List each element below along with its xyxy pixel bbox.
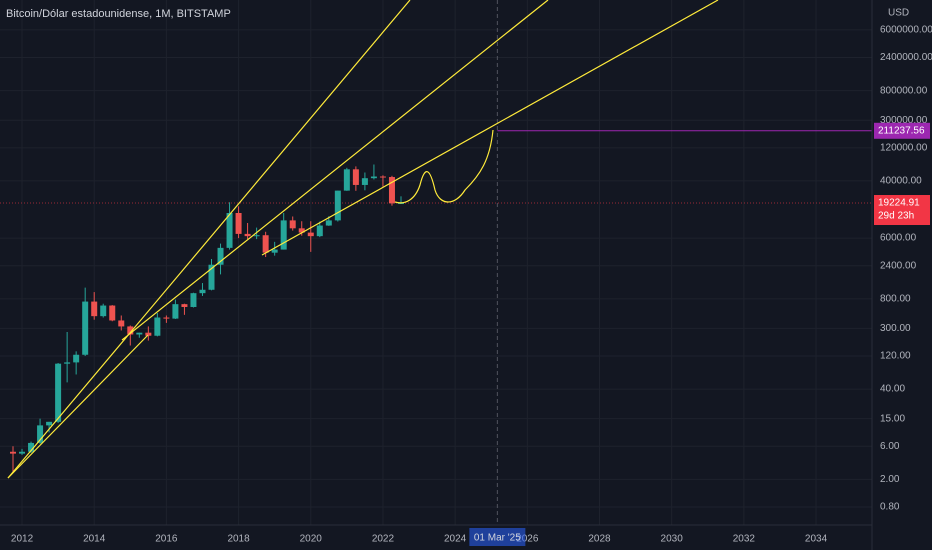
x-tick-label: 2020 bbox=[300, 534, 323, 545]
candle-body bbox=[226, 212, 233, 248]
candle-body bbox=[289, 220, 296, 229]
x-tick-label: 2014 bbox=[83, 534, 106, 545]
candle-body bbox=[28, 442, 35, 452]
candle-body bbox=[55, 363, 62, 422]
candle-body bbox=[352, 169, 359, 185]
candle-body bbox=[262, 235, 269, 253]
candle-body bbox=[64, 362, 71, 364]
candle-body bbox=[100, 305, 107, 317]
trend-line bbox=[7, 0, 411, 479]
y-tick-label: 0.80 bbox=[880, 502, 900, 513]
y-tick-label: 6.00 bbox=[880, 441, 900, 452]
x-tick-label: 2024 bbox=[444, 534, 467, 545]
plot bbox=[9, 164, 404, 473]
candle-body bbox=[73, 354, 80, 363]
x-tick-label: 2026 bbox=[516, 534, 539, 545]
candle-body bbox=[199, 289, 206, 294]
candle-body bbox=[280, 220, 287, 250]
candle-body bbox=[136, 332, 143, 335]
x-tick-label: 2028 bbox=[588, 534, 611, 545]
candle-body bbox=[235, 212, 242, 234]
y-tick-label: 120.00 bbox=[880, 351, 911, 362]
candle-body bbox=[397, 203, 404, 205]
candle-body bbox=[253, 235, 260, 237]
x-tick-label: 2018 bbox=[227, 534, 250, 545]
y-tick-label: 40.00 bbox=[880, 384, 905, 395]
candle-body bbox=[190, 293, 197, 307]
y-tick-label: 800000.00 bbox=[880, 85, 928, 96]
currency-label: USD bbox=[888, 8, 909, 19]
candle-body bbox=[217, 247, 224, 265]
candle-body bbox=[9, 451, 16, 454]
last-price-label-box bbox=[874, 195, 930, 226]
chart-title: Bitcoin/Dólar estadounidense, 1M, BITSTA… bbox=[6, 8, 231, 20]
candle-body bbox=[379, 176, 386, 178]
horizontal-line-label: 211237.56 bbox=[878, 125, 925, 136]
x-tick-label: 2034 bbox=[805, 534, 828, 545]
candle-body bbox=[334, 190, 341, 221]
candle-body bbox=[181, 304, 188, 307]
y-tick-label: 120000.00 bbox=[880, 142, 928, 153]
candle-body bbox=[82, 301, 89, 355]
candle-body bbox=[361, 178, 368, 185]
candle-body bbox=[127, 326, 134, 335]
candle-body bbox=[298, 228, 305, 233]
countdown-label: 29d 23h bbox=[878, 211, 914, 222]
projection-curve bbox=[394, 129, 494, 204]
candle-body bbox=[172, 304, 179, 319]
y-tick-label: 2.00 bbox=[880, 474, 900, 485]
y-tick-label: 300000.00 bbox=[880, 115, 928, 126]
candle-body bbox=[145, 332, 152, 336]
crosshair-label-box bbox=[469, 528, 526, 546]
candle-body bbox=[370, 176, 377, 179]
x-tick-label: 2032 bbox=[733, 534, 756, 545]
trend-line bbox=[261, 0, 719, 256]
candle-body bbox=[19, 451, 26, 454]
candle-body bbox=[109, 305, 116, 321]
y-tick-label: 300.00 bbox=[880, 323, 911, 334]
candle-body bbox=[91, 301, 98, 317]
candle-body bbox=[163, 317, 170, 319]
grid bbox=[0, 0, 872, 525]
candle-body bbox=[208, 264, 215, 290]
y-tick-label: 6000.00 bbox=[880, 233, 917, 244]
x-tick-label: 2016 bbox=[155, 534, 178, 545]
y-tick-label: 6000000.00 bbox=[880, 25, 932, 36]
last-price-label: 19224.91 bbox=[878, 198, 920, 209]
candle-body bbox=[307, 232, 314, 237]
y-tick-label: 40000.00 bbox=[880, 176, 922, 187]
horizontal-line-label-box bbox=[874, 122, 930, 139]
candle-body bbox=[325, 220, 332, 226]
x-tick-label: 2022 bbox=[372, 534, 395, 545]
candle-body bbox=[154, 317, 161, 336]
candle-body bbox=[388, 177, 395, 204]
y-tick-label: 2400000.00 bbox=[880, 52, 932, 63]
drawings bbox=[7, 0, 719, 479]
candle-body bbox=[343, 169, 350, 191]
trend-line bbox=[7, 334, 149, 479]
candle-body bbox=[37, 425, 44, 443]
candle-body bbox=[46, 421, 53, 426]
y-tick-label: 15.00 bbox=[880, 413, 905, 424]
candle-body bbox=[271, 249, 278, 253]
candle-body bbox=[316, 225, 323, 237]
trend-line bbox=[121, 0, 549, 341]
y-tick-label: 800.00 bbox=[880, 293, 911, 304]
x-tick-label: 2012 bbox=[11, 534, 34, 545]
candle-body bbox=[244, 233, 251, 237]
candle-body bbox=[118, 320, 125, 327]
x-tick-label: 2030 bbox=[661, 534, 684, 545]
crosshair-label: 01 Mar '25 bbox=[474, 533, 521, 544]
y-tick-label: 2400.00 bbox=[880, 260, 917, 271]
